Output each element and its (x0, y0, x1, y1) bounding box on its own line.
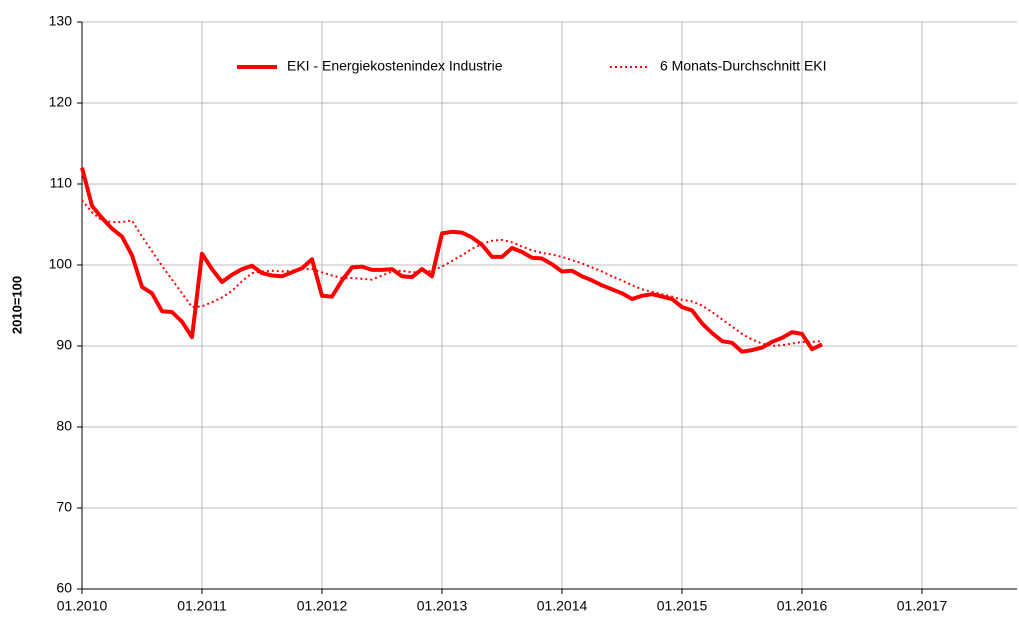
y-tick-label: 60 (56, 580, 72, 596)
x-tick-label: 01.2016 (777, 598, 828, 614)
legend-label: EKI - Energiekostenindex Industrie (287, 58, 503, 74)
y-tick-label: 70 (56, 499, 72, 515)
y-tick-label: 130 (49, 13, 73, 29)
x-tick-label: 01.2017 (897, 598, 948, 614)
x-tick-label: 01.2015 (657, 598, 708, 614)
y-tick-label: 90 (56, 337, 72, 353)
x-tick-label: 01.2013 (417, 598, 468, 614)
y-tick-label: 80 (56, 418, 72, 434)
y-tick-label: 120 (49, 94, 73, 110)
y-axis-label: 2010=100 (9, 276, 24, 334)
x-tick-label: 01.2012 (297, 598, 348, 614)
x-tick-label: 01.2010 (57, 598, 108, 614)
x-tick-label: 01.2014 (537, 598, 588, 614)
y-tick-label: 100 (49, 256, 73, 272)
y-tick-label: 110 (50, 175, 73, 191)
legend-label: 6 Monats-Durchschnitt EKI (660, 58, 827, 74)
x-tick-label: 01.2011 (177, 598, 227, 614)
series-line (80, 167, 823, 354)
series-line (81, 199, 823, 347)
